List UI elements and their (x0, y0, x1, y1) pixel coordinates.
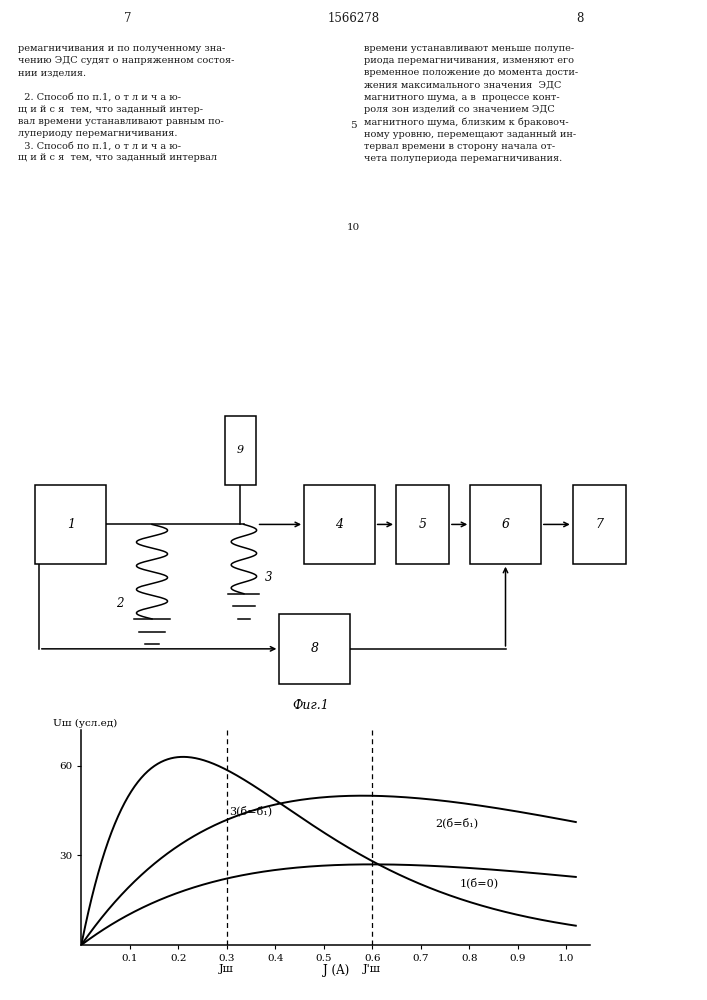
Text: Uш (усл.ед): Uш (усл.ед) (53, 719, 117, 728)
Text: 7: 7 (124, 12, 131, 25)
Text: Фиг.1: Фиг.1 (293, 699, 329, 712)
Text: 1(б=0): 1(б=0) (460, 878, 498, 888)
Text: 7: 7 (595, 518, 603, 531)
Bar (35, 485, 106, 564)
Text: 3: 3 (265, 571, 273, 584)
Text: 1566278: 1566278 (327, 12, 380, 25)
X-axis label: J (A): J (A) (322, 964, 349, 977)
Bar (225, 416, 256, 485)
Text: 9: 9 (237, 445, 244, 455)
Bar (470, 485, 541, 564)
Text: 5: 5 (350, 121, 357, 130)
Text: времени устанавливают меньше полупе-
риода перемагничивания, изменяют его
времен: времени устанавливают меньше полупе- рио… (364, 44, 578, 163)
Text: 6: 6 (501, 518, 510, 531)
Bar (573, 485, 626, 564)
Bar (279, 614, 350, 684)
Text: 10: 10 (347, 224, 360, 232)
Text: 5: 5 (419, 518, 426, 531)
Text: ремагничивания и по полученному зна-
чению ЭДС судят о напряженном состоя-
нии и: ремагничивания и по полученному зна- чен… (18, 44, 234, 162)
Text: 2(б=б₁): 2(б=б₁) (436, 818, 479, 829)
Text: 8: 8 (576, 12, 583, 25)
Text: J'ш: J'ш (363, 964, 381, 974)
Bar (304, 485, 375, 564)
Text: 2: 2 (116, 597, 124, 610)
Text: 3(б=б₁): 3(б=б₁) (229, 806, 272, 817)
Text: 8: 8 (310, 642, 319, 655)
Text: Jш: Jш (219, 964, 234, 974)
Text: 1: 1 (66, 518, 75, 531)
Bar (396, 485, 449, 564)
Text: 4: 4 (335, 518, 344, 531)
